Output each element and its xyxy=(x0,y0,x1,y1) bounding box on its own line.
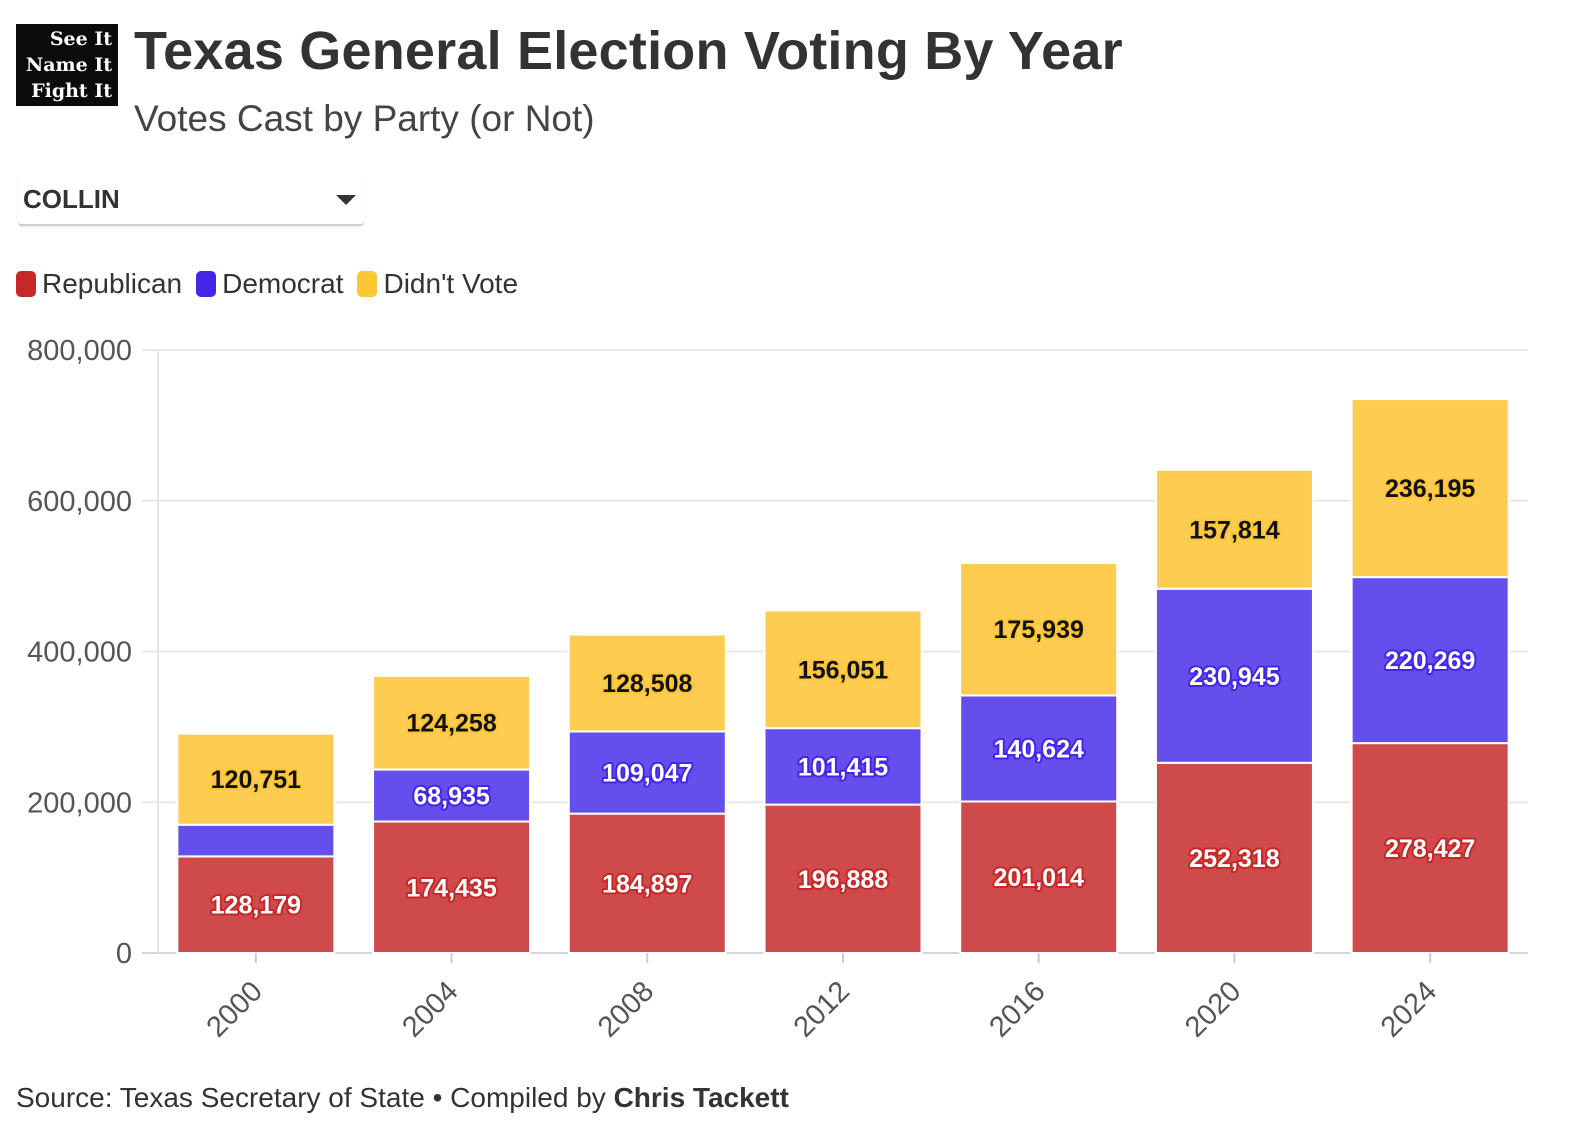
data-label-democrat: 68,935 xyxy=(413,783,490,811)
bar-democrat xyxy=(567,730,727,815)
legend-item-democrat[interactable]: Democrat xyxy=(196,268,343,300)
x-tick-label: 2004 xyxy=(396,975,464,1043)
bar-democrat xyxy=(176,823,336,858)
logo-line-2: Name It xyxy=(25,54,112,76)
data-label-democrat: 140,624 xyxy=(994,735,1084,763)
legend-item-didnt-vote[interactable]: Didn't Vote xyxy=(357,268,518,300)
bar-republican xyxy=(567,812,727,955)
bar-republican xyxy=(1350,742,1510,954)
bar-democrat xyxy=(1350,576,1510,745)
chart-title: Texas General Election Voting By Year xyxy=(134,21,1123,81)
bar-didn-t-vote xyxy=(372,674,532,771)
data-label-didn-t-vote: 175,939 xyxy=(994,616,1084,644)
logo-line-3: Fight It xyxy=(31,80,112,102)
data-label-didn-t-vote: 157,814 xyxy=(1189,516,1279,544)
bar-republican xyxy=(176,855,336,954)
data-label-didn-t-vote: 128,508 xyxy=(602,670,692,698)
x-tick-label: 2008 xyxy=(592,975,660,1043)
data-label-didn-t-vote: 156,051 xyxy=(798,656,888,684)
bar-didn-t-vote xyxy=(1154,468,1314,590)
legend-swatch-didnt-vote xyxy=(357,271,378,297)
data-label-didn-t-vote: 120,751 xyxy=(211,766,301,794)
legend-label-didnt-vote: Didn't Vote xyxy=(383,268,519,299)
legend-swatch-republican xyxy=(16,271,36,297)
data-label-democrat: 109,047 xyxy=(602,760,692,788)
bar-republican xyxy=(763,803,923,954)
y-tick-label: 400,000 xyxy=(27,637,132,669)
data-label-republican: 128,179 xyxy=(211,892,301,920)
data-label-republican: 278,427 xyxy=(1385,835,1475,863)
county-select[interactable]: COLLIN xyxy=(18,176,364,226)
data-label-republican: 184,897 xyxy=(602,870,692,898)
data-label-democrat: 220,269 xyxy=(1385,647,1475,675)
bar-democrat xyxy=(372,768,532,823)
author-name: Chris Tackett xyxy=(613,1082,789,1113)
data-label-republican: 174,435 xyxy=(406,874,496,902)
data-label-republican: 252,318 xyxy=(1189,845,1279,873)
legend-swatch-democrat xyxy=(196,271,217,297)
bar-didn-t-vote xyxy=(567,633,727,733)
legend-label-republican: Republican xyxy=(42,268,183,299)
bar-republican xyxy=(372,820,532,954)
x-tick-label: 2000 xyxy=(201,975,269,1043)
data-label-didn-t-vote: 124,258 xyxy=(406,710,496,738)
legend-label-democrat: Democrat xyxy=(222,268,344,299)
y-tick-label: 800,000 xyxy=(27,335,132,367)
y-tick-label: 200,000 xyxy=(27,787,132,819)
legend: Republican Democrat Didn't Vote xyxy=(16,268,532,300)
x-tick-label: 2024 xyxy=(1375,975,1443,1043)
legend-item-republican[interactable]: Republican xyxy=(16,268,182,300)
bar-didn-t-vote xyxy=(959,561,1119,697)
y-tick-label: 600,000 xyxy=(27,486,132,518)
x-tick-label: 2016 xyxy=(983,975,1051,1043)
data-label-republican: 196,888 xyxy=(798,866,888,894)
bar-didn-t-vote xyxy=(176,732,336,826)
bar-didn-t-vote xyxy=(1350,398,1510,579)
y-tick-label: 0 xyxy=(116,938,132,970)
data-label-democrat: 101,415 xyxy=(798,753,888,781)
data-label-democrat: 230,945 xyxy=(1189,663,1279,691)
bar-didn-t-vote xyxy=(763,609,923,730)
data-label-republican: 201,014 xyxy=(994,864,1084,892)
logo-line-1: See It xyxy=(49,28,112,50)
bar-democrat xyxy=(959,694,1119,803)
x-tick-label: 2012 xyxy=(788,975,856,1043)
source-footer: Source: Texas Secretary of State • Compi… xyxy=(16,1082,789,1114)
county-select-value: COLLIN xyxy=(23,184,120,214)
bar-republican xyxy=(959,800,1119,955)
bar-republican xyxy=(1154,761,1314,954)
logo: See It Name It Fight It xyxy=(16,24,118,106)
chevron-down-icon xyxy=(336,195,356,205)
source-text: Source: Texas Secretary of State • Compi… xyxy=(16,1082,614,1113)
bar-democrat xyxy=(1154,587,1314,764)
x-tick-label: 2020 xyxy=(1179,975,1247,1043)
chart-subtitle: Votes Cast by Party (or Not) xyxy=(134,98,595,139)
data-label-didn-t-vote: 236,195 xyxy=(1385,475,1475,503)
